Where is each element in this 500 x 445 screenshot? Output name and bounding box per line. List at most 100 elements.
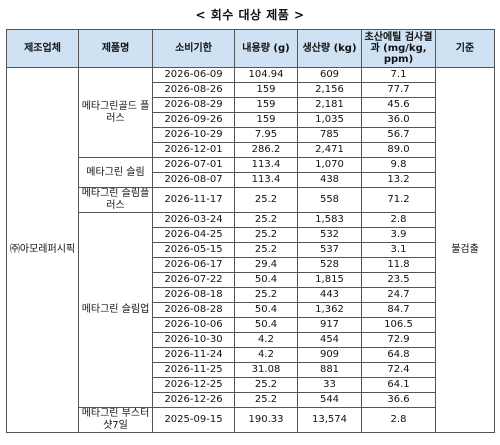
production-cell: 454 — [297, 332, 362, 348]
header-product: 제품명 — [78, 29, 153, 68]
expiry-cell: 2026-08-26 — [152, 82, 235, 98]
content-cell: 7.95 — [234, 127, 298, 143]
production-cell: 2,181 — [297, 97, 362, 113]
expiry-cell: 2026-07-01 — [152, 157, 235, 173]
content-cell: 159 — [234, 97, 298, 113]
result-cell: 84.7 — [361, 302, 436, 318]
expiry-cell: 2026-11-24 — [152, 347, 235, 363]
manufacturer-cell: ㈜아모레퍼시픽 — [6, 67, 79, 433]
result-cell: 2.8 — [361, 212, 436, 228]
result-cell: 89.0 — [361, 142, 436, 158]
content-cell: 25.2 — [234, 242, 298, 258]
production-cell: 2,471 — [297, 142, 362, 158]
result-cell: 13.2 — [361, 172, 436, 188]
content-cell: 25.2 — [234, 392, 298, 408]
result-cell: 2.8 — [361, 407, 436, 433]
expiry-cell: 2026-10-06 — [152, 317, 235, 333]
product-name-cell: 메타그린 슬림플러스 — [78, 187, 153, 213]
expiry-cell: 2026-08-28 — [152, 302, 235, 318]
production-cell: 1,070 — [297, 157, 362, 173]
result-cell: 72.9 — [361, 332, 436, 348]
expiry-cell: 2026-06-09 — [152, 67, 235, 83]
table-row: 메타그린 부스터샷7일 2025-09-15 190.33 13,574 2.8 — [7, 407, 495, 433]
content-cell: 286.2 — [234, 142, 298, 158]
table-header-row: 제조업체 제품명 소비기한 내용량 (g) 생산량 (kg) 초산에틸 검사결과… — [6, 29, 495, 68]
content-cell: 25.2 — [234, 377, 298, 393]
result-cell: 106.5 — [361, 317, 436, 333]
result-cell: 56.7 — [361, 127, 436, 143]
content-cell: 25.2 — [234, 227, 298, 243]
production-cell: 558 — [297, 187, 362, 213]
production-cell: 33 — [297, 377, 362, 393]
production-cell: 532 — [297, 227, 362, 243]
content-cell: 4.2 — [234, 332, 298, 348]
content-cell: 25.2 — [234, 212, 298, 228]
table-row: 2026-09-26 159 1,035 36.0 — [7, 112, 495, 128]
result-cell: 36.0 — [361, 112, 436, 128]
table-body: ㈜아모레퍼시픽 메타그린골드 플러스 2026-06-09 104.94 609 7.1 불… — [6, 67, 495, 433]
production-cell: 1,815 — [297, 272, 362, 288]
production-cell: 1,035 — [297, 112, 362, 128]
table-row: 2026-06-17 29.4 528 11.8 — [7, 257, 495, 273]
expiry-cell: 2026-04-25 — [152, 227, 235, 243]
expiry-cell: 2026-12-26 — [152, 392, 235, 408]
production-cell: 909 — [297, 347, 362, 363]
product-name-cell: 메타그린 슬림 — [78, 157, 153, 188]
result-cell: 71.2 — [361, 187, 436, 213]
result-cell: 7.1 — [361, 67, 436, 83]
expiry-cell: 2026-09-26 — [152, 112, 235, 128]
content-cell: 113.4 — [234, 157, 298, 173]
expiry-cell: 2026-10-29 — [152, 127, 235, 143]
page-title: < 회수 대상 제품 > — [195, 8, 305, 22]
production-cell: 917 — [297, 317, 362, 333]
table-row: 2026-08-07 113.4 438 13.2 — [7, 172, 495, 188]
expiry-cell: 2026-11-17 — [152, 187, 235, 213]
result-cell: 64.1 — [361, 377, 436, 393]
table-row: 메타그린 슬림업 2026-03-24 25.2 1,583 2.8 — [7, 212, 495, 408]
content-cell: 29.4 — [234, 257, 298, 273]
table-row: 2026-08-26 159 2,156 77.7 — [7, 82, 495, 98]
content-cell: 50.4 — [234, 317, 298, 333]
production-cell: 544 — [297, 392, 362, 408]
production-cell: 13,574 — [297, 407, 362, 433]
product-name-cell: 메타그린 슬림업 — [78, 212, 153, 408]
table-row: 2026-05-15 25.2 537 3.1 — [7, 242, 495, 258]
production-cell: 443 — [297, 287, 362, 303]
production-cell: 785 — [297, 127, 362, 143]
expiry-cell: 2026-08-29 — [152, 97, 235, 113]
expiry-cell: 2026-11-25 — [152, 362, 235, 378]
standard-cell: 불검출 — [435, 67, 495, 433]
content-cell: 104.94 — [234, 67, 298, 83]
result-cell: 77.7 — [361, 82, 436, 98]
table-row: 2026-07-22 50.4 1,815 23.5 — [7, 272, 495, 288]
expiry-cell: 2026-03-24 — [152, 212, 235, 228]
content-cell: 159 — [234, 82, 298, 98]
production-cell: 537 — [297, 242, 362, 258]
table-row: 메타그린 슬림 2026-07-01 113.4 1,070 9.8 — [7, 157, 495, 188]
production-cell: 1,583 — [297, 212, 362, 228]
header-expiry: 소비기한 — [152, 29, 235, 68]
result-cell: 23.5 — [361, 272, 436, 288]
content-cell: 50.4 — [234, 302, 298, 318]
expiry-cell: 2026-10-30 — [152, 332, 235, 348]
result-cell: 3.9 — [361, 227, 436, 243]
expiry-cell: 2026-05-15 — [152, 242, 235, 258]
result-cell: 11.8 — [361, 257, 436, 273]
result-cell: 72.4 — [361, 362, 436, 378]
header-content: 내용량 (g) — [234, 29, 298, 68]
content-cell: 113.4 — [234, 172, 298, 188]
header-standard: 기준 — [435, 29, 495, 68]
production-cell: 1,362 — [297, 302, 362, 318]
content-cell: 190.33 — [234, 407, 298, 433]
result-cell: 45.6 — [361, 97, 436, 113]
table-row: 2026-12-25 25.2 33 64.1 — [7, 377, 495, 393]
result-cell: 3.1 — [361, 242, 436, 258]
table-row: 메타그린 슬림플러스 2026-11-17 25.2 558 71.2 — [7, 187, 495, 213]
expiry-cell: 2026-08-07 — [152, 172, 235, 188]
expiry-cell: 2026-06-17 — [152, 257, 235, 273]
production-cell: 438 — [297, 172, 362, 188]
expiry-cell: 2026-12-01 — [152, 142, 235, 158]
header-result: 초산에틸 검사결과 (mg/kg, ppm) — [361, 29, 436, 68]
table-row: 2026-08-28 50.4 1,362 84.7 — [7, 302, 495, 318]
result-cell: 64.8 — [361, 347, 436, 363]
